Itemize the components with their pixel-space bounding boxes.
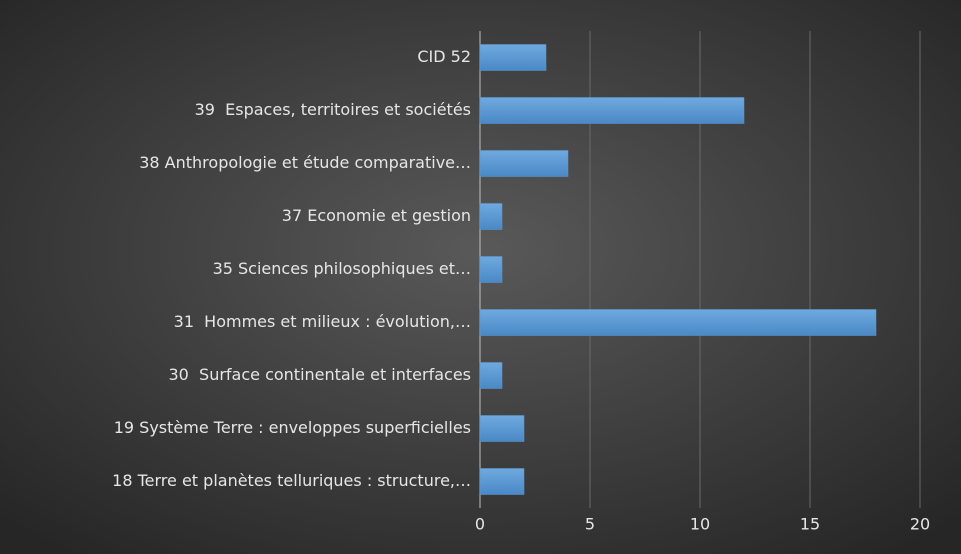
- bar: [479, 415, 525, 442]
- bar: [479, 203, 503, 230]
- x-tick-label: 5: [585, 515, 595, 534]
- bar: [479, 256, 503, 283]
- x-tick-label: 0: [475, 515, 485, 534]
- bar: [479, 468, 525, 495]
- x-tick-label: 15: [800, 515, 820, 534]
- y-tick-label: 31 Hommes et milieux : évolution,…: [174, 312, 471, 331]
- y-tick-label: 18 Terre et planètes telluriques : struc…: [112, 471, 471, 490]
- bar: [479, 362, 503, 389]
- y-tick-label: 30 Surface continentale et interfaces: [169, 365, 472, 384]
- y-tick-label: 39 Espaces, territoires et sociétés: [195, 100, 471, 119]
- y-tick-label: CID 52: [417, 47, 471, 66]
- y-tick-label: 35 Sciences philosophiques et…: [213, 259, 471, 278]
- y-tick-label: 19 Système Terre : enveloppes superficie…: [114, 418, 471, 437]
- bar: [479, 150, 569, 177]
- y-tick-label: 37 Economie et gestion: [282, 206, 471, 225]
- x-tick-label: 10: [690, 515, 710, 534]
- bar: [479, 309, 877, 336]
- y-tick-label: 38 Anthropologie et étude comparative…: [139, 153, 471, 172]
- x-tick-label: 20: [910, 515, 930, 534]
- bar: [479, 97, 745, 124]
- bar: [479, 44, 547, 71]
